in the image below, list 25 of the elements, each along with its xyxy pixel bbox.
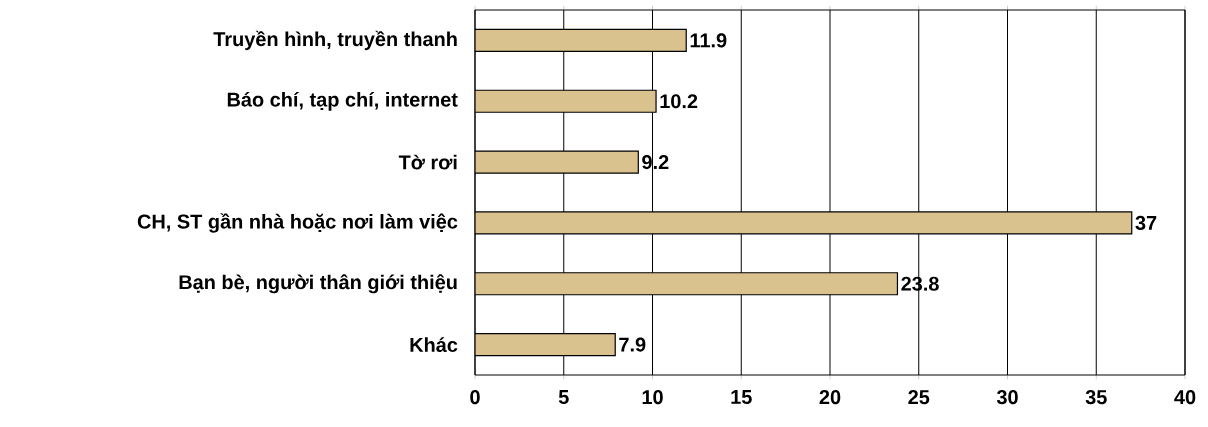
y-tick-label: Báo chí, tạp chí, internet: [227, 91, 458, 111]
x-tick-label: 10: [642, 390, 663, 405]
y-tick-label: Khác: [410, 337, 458, 352]
bar: [475, 150, 639, 174]
data-label: 7.9: [619, 337, 646, 352]
bar: [475, 332, 616, 357]
y-tick-label: Tờ rơi: [398, 154, 457, 170]
x-tick-label: 5: [558, 390, 569, 404]
data-label: 10.2: [660, 94, 698, 109]
bar: [475, 89, 657, 113]
x-tick-label: 20: [819, 390, 841, 405]
x-tick-label: 0: [470, 390, 480, 405]
y-tick-label: CH, ST gần nhà hoặc nơi làm việc: [137, 213, 458, 233]
x-tick-label: 30: [996, 390, 1018, 405]
bar: [475, 211, 1133, 235]
y-tick-label: Truyền hình, truyền thanh: [213, 30, 457, 51]
data-label: 37: [1135, 215, 1157, 230]
bar: [475, 272, 899, 296]
data-label: 11.9: [690, 33, 727, 48]
y-tick-label: Bạn bè, người thân giới thiệu: [179, 274, 457, 294]
x-tick-label: 35: [1085, 390, 1107, 405]
x-tick-label: 25: [908, 390, 930, 405]
bar: [475, 28, 687, 53]
x-tick-label: 40: [1174, 390, 1196, 405]
x-tick-label: 15: [731, 390, 752, 404]
